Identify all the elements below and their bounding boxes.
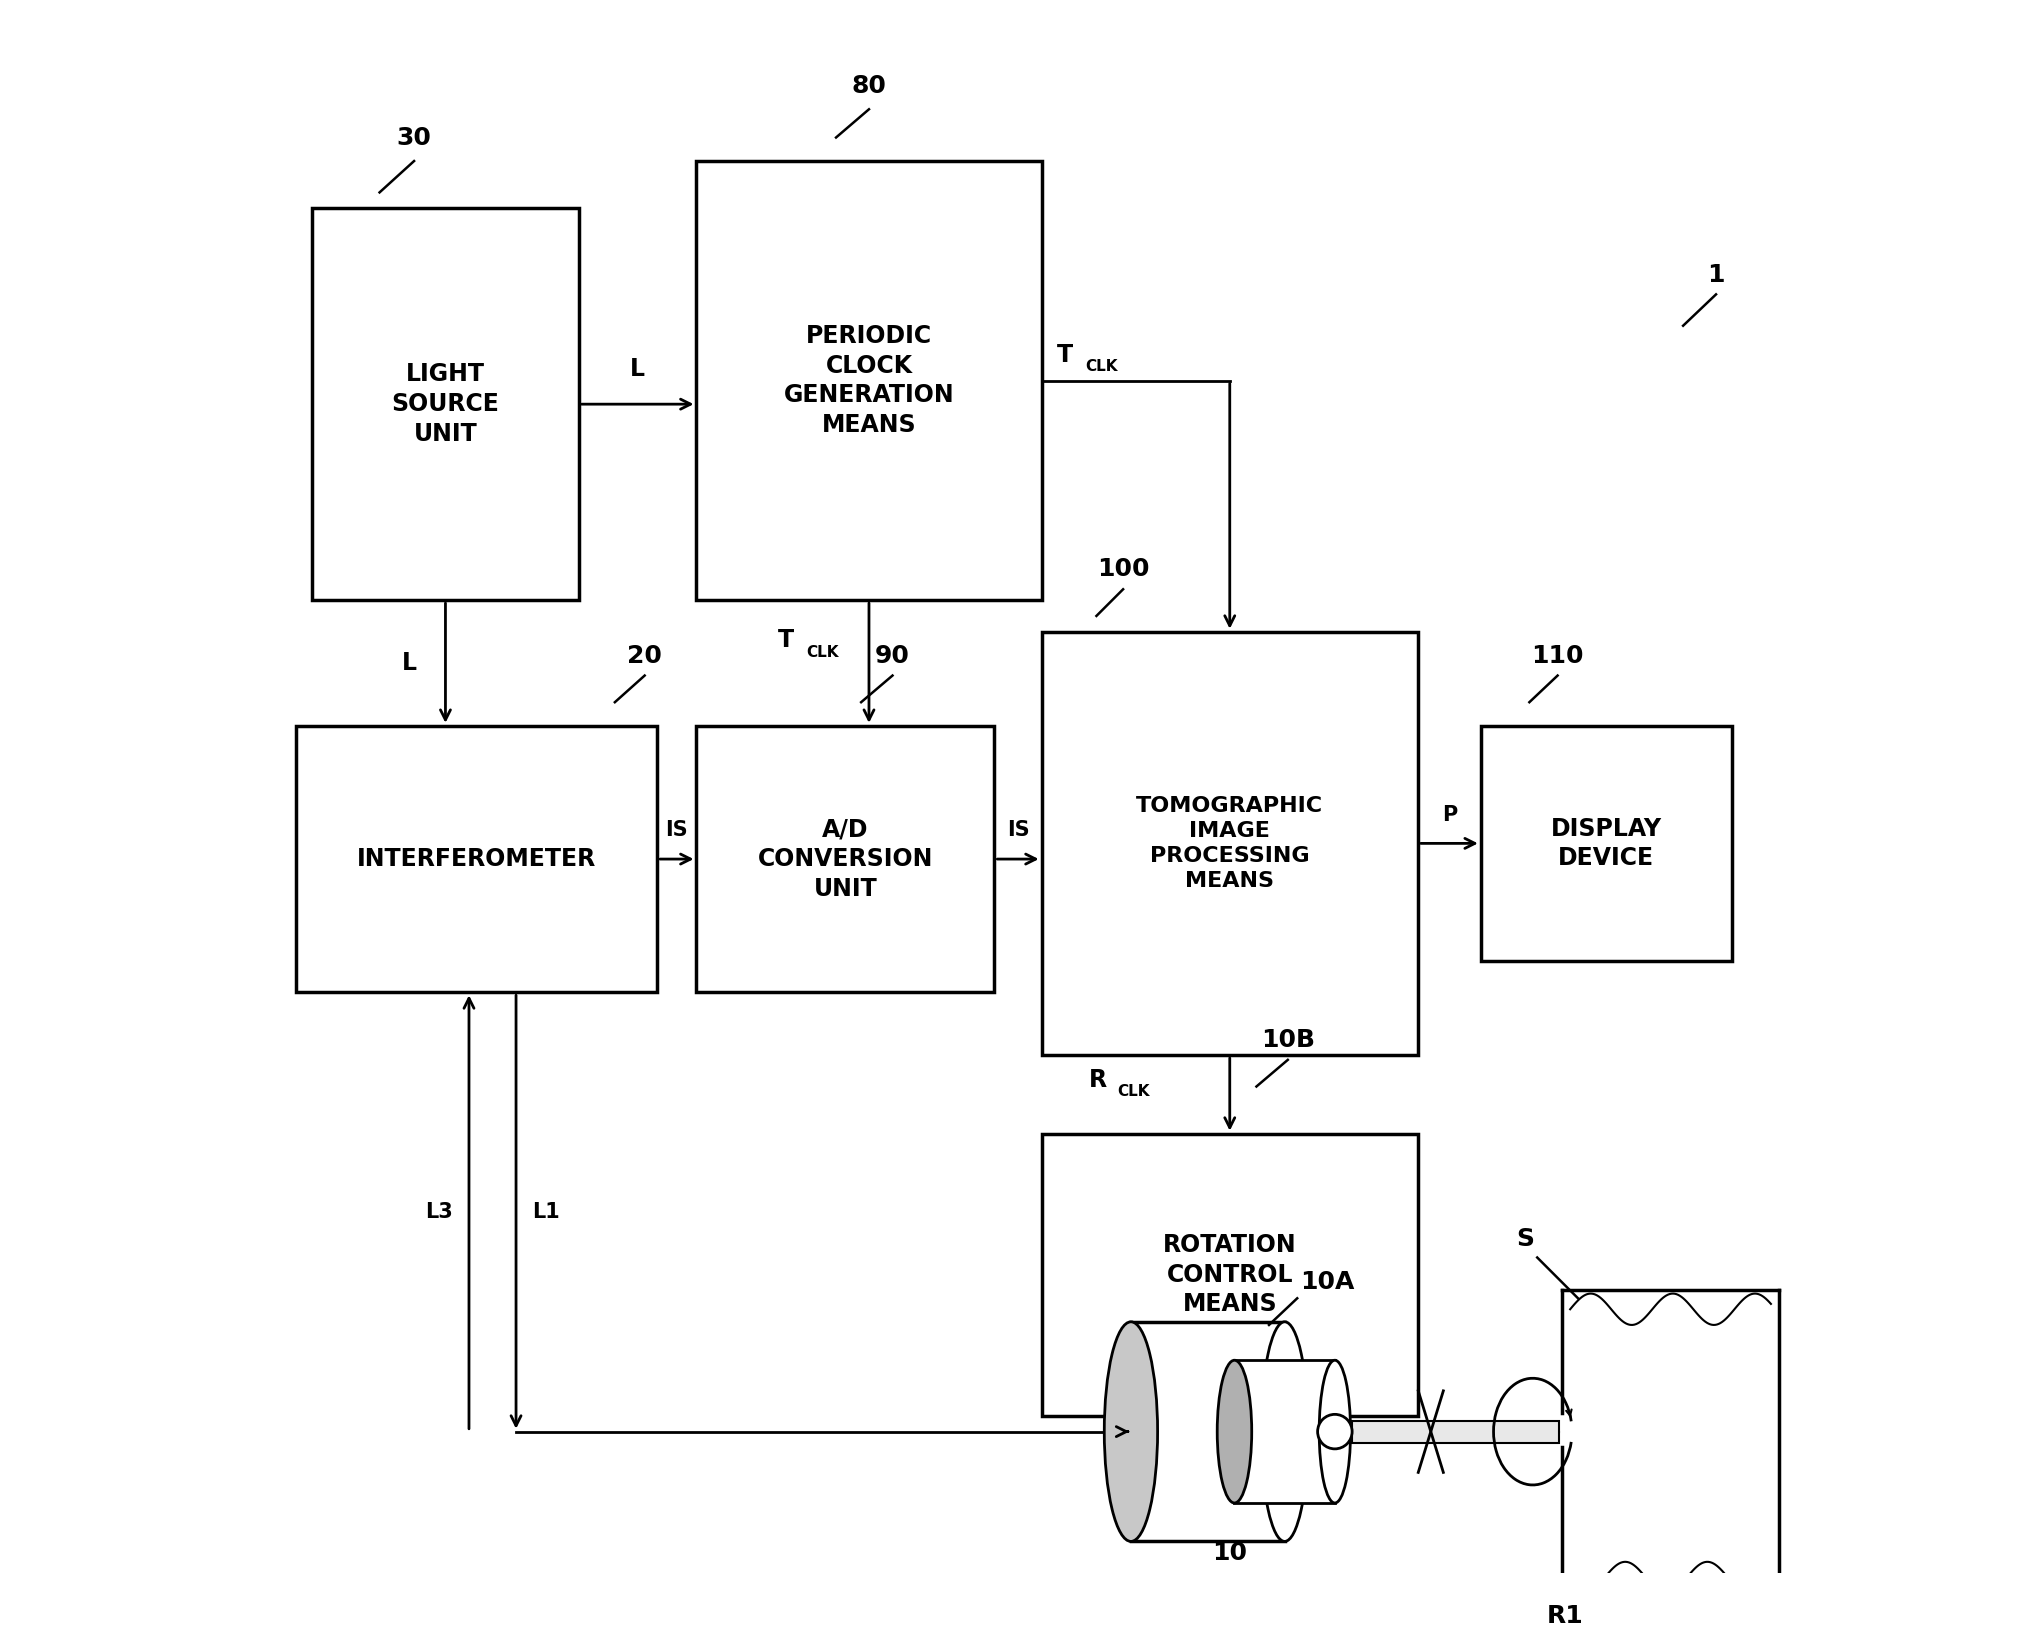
Bar (1042, 1133, 1417, 1416)
Text: 100: 100 (1097, 558, 1150, 582)
Text: 10B: 10B (1260, 1028, 1315, 1052)
Text: P: P (1441, 805, 1458, 824)
Ellipse shape (1260, 1322, 1309, 1541)
Text: 1: 1 (1708, 262, 1724, 286)
Text: CLK: CLK (1085, 359, 1118, 374)
Text: 80: 80 (851, 75, 886, 98)
Bar (312, 208, 578, 600)
Ellipse shape (1319, 1361, 1350, 1502)
Text: ROTATION
CONTROL
MEANS: ROTATION CONTROL MEANS (1163, 1233, 1297, 1317)
Text: R1: R1 (1547, 1605, 1584, 1626)
Bar (1042, 631, 1417, 1055)
Ellipse shape (1104, 1322, 1158, 1541)
Bar (1130, 1322, 1285, 1541)
Bar (1234, 1361, 1336, 1502)
Text: IS: IS (1006, 820, 1030, 841)
Text: TOMOGRAPHIC
IMAGE
PROCESSING
MEANS: TOMOGRAPHIC IMAGE PROCESSING MEANS (1136, 797, 1323, 891)
Bar (297, 725, 658, 992)
Bar (696, 725, 994, 992)
Text: A/D
CONVERSION
UNIT: A/D CONVERSION UNIT (757, 818, 932, 901)
Ellipse shape (1218, 1361, 1252, 1502)
Text: L3: L3 (426, 1202, 454, 1223)
Bar (1352, 1421, 1560, 1442)
Bar (1480, 725, 1733, 961)
Text: L1: L1 (531, 1202, 560, 1223)
Text: T: T (1057, 343, 1073, 367)
Text: 20: 20 (627, 644, 662, 668)
Text: DISPLAY
DEVICE: DISPLAY DEVICE (1551, 816, 1661, 870)
Text: S: S (1517, 1228, 1533, 1252)
Bar (696, 161, 1042, 600)
Text: L: L (403, 650, 417, 675)
Text: PERIODIC
CLOCK
GENERATION
MEANS: PERIODIC CLOCK GENERATION MEANS (784, 324, 955, 437)
Text: R: R (1089, 1068, 1108, 1091)
Text: 90: 90 (875, 644, 910, 668)
Text: INTERFEROMETER: INTERFEROMETER (356, 847, 597, 872)
Text: 110: 110 (1531, 644, 1584, 668)
Text: 10: 10 (1211, 1541, 1248, 1564)
Text: 30: 30 (397, 127, 432, 150)
Circle shape (1317, 1415, 1352, 1449)
Text: 10A: 10A (1301, 1270, 1354, 1294)
Text: CLK: CLK (1118, 1085, 1150, 1099)
Text: T: T (778, 628, 794, 652)
Text: IS: IS (666, 820, 688, 841)
Text: CLK: CLK (806, 646, 839, 660)
Text: LIGHT
SOURCE
UNIT: LIGHT SOURCE UNIT (391, 363, 499, 446)
Text: L: L (629, 356, 645, 380)
